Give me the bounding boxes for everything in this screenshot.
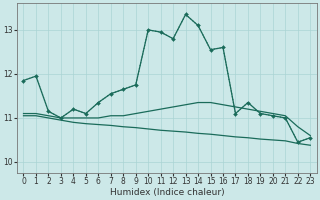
X-axis label: Humidex (Indice chaleur): Humidex (Indice chaleur): [109, 188, 224, 197]
